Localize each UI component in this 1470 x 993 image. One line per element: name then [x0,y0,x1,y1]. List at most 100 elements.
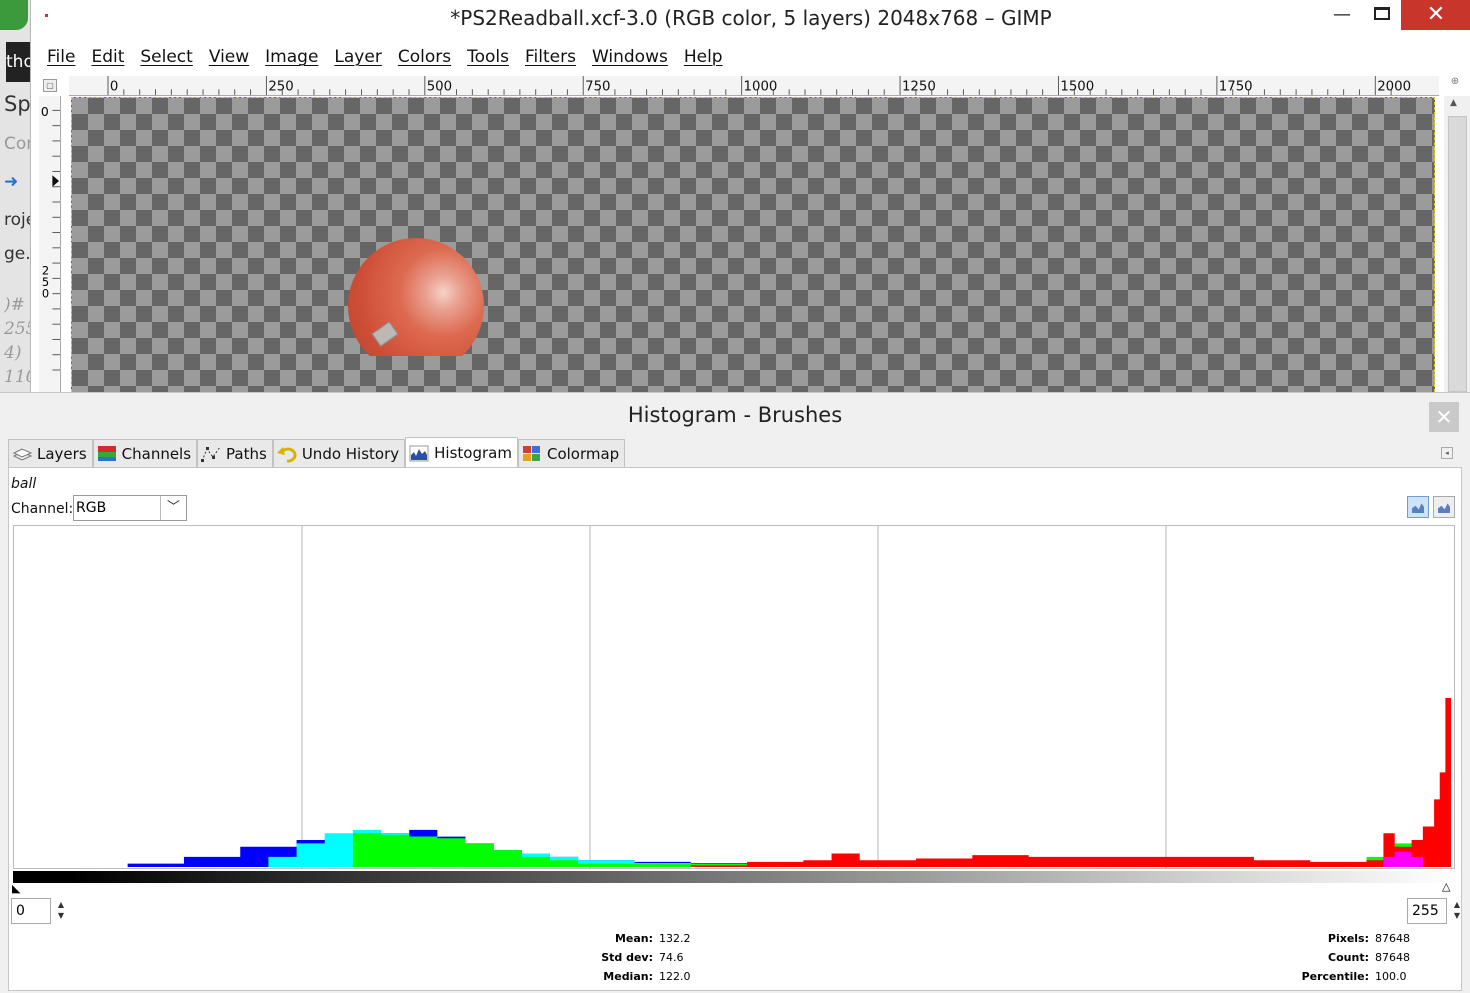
stats-right: Pixels: 87648 Count: 87648 Percentile: 100.… [1295,929,1410,986]
range-end-input[interactable]: 255 ▲ ▼ [1407,898,1460,924]
ruler-h-label: 750 [585,79,610,94]
menu-help[interactable]: Help [683,47,723,67]
horizontal-ruler[interactable]: 0 250 500 750 1000 1250 1500 1750 2000 [69,76,1439,96]
histogram-series [1366,851,1452,868]
median-label: Median: [603,970,653,983]
linear-histogram-button[interactable] [1407,496,1429,518]
ball-sphere [348,238,484,356]
ruler-h-label: 2000 [1377,79,1411,94]
window-title: *PS2Readball.xcf-3.0 (RGB color, 5 layer… [450,6,1052,30]
range-start-input[interactable]: 0 ▲ ▼ [11,898,64,924]
histogram-series [690,528,1452,868]
navigate-icon[interactable]: ⊕ [1450,76,1460,87]
maximize-icon [1374,6,1390,20]
menu-view[interactable]: View [208,47,250,67]
menu-colors[interactable]: Colors [397,47,452,67]
menu-tools[interactable]: Tools [467,47,509,67]
bg-fragment: Sp [4,92,30,116]
ruler-v-label: 5 [42,275,49,289]
tab-channels[interactable]: Channels [92,439,198,467]
active-layer-name: ball [11,476,37,492]
layers-icon [12,447,33,461]
ruler-v-label: 2 [42,264,49,278]
spin-arrows-icon[interactable]: ▲ ▼ [57,900,64,920]
dock-tabs: Layers Channels Paths Undo History Histo… [8,437,626,467]
menu-windows[interactable]: Windows [591,47,668,67]
pixels-value: 87648 [1375,932,1410,945]
ruler-h-label: 250 [268,79,293,94]
tab-label: Paths [226,444,267,463]
bg-fragment: ge. [4,244,30,264]
percentile-label: Percentile: [1301,970,1369,983]
channel-value: RGB [76,500,107,516]
ruler-v-label: 0 [41,104,49,119]
menu-file[interactable]: File [47,47,76,67]
tab-undo-history[interactable]: Undo History [272,439,406,467]
red-ball-image [348,238,484,356]
range-start-value: 0 [16,903,25,919]
undo-history-icon [276,446,297,463]
title-bar: *PS2Readball.xcf-3.0 (RGB color, 5 layer… [31,0,1470,42]
tab-layers[interactable]: Layers [8,439,93,467]
vertical-ruler[interactable]: 0 2 5 0 [39,96,61,392]
spin-arrows-icon[interactable]: ▲ ▼ [1453,900,1460,920]
pixels-label: Pixels: [1327,932,1369,945]
vertical-scrollbar[interactable]: ▲ [1444,96,1470,392]
scrollbar-thumb[interactable] [1448,116,1467,392]
mean-value: 132.2 [659,932,691,945]
linear-scale-icon [1412,503,1424,513]
tab-colormap[interactable]: Colormap [517,439,626,467]
log-scale-icon [1438,503,1450,513]
menu-edit[interactable]: Edit [91,47,125,67]
bg-fragment: Cor [4,134,30,154]
count-value: 87648 [1375,951,1410,964]
range-end-marker-icon[interactable]: △ [1442,880,1451,893]
bg-fragment: tho [6,42,30,82]
minimize-button[interactable]: — [1333,4,1351,25]
maximize-button[interactable] [1359,0,1405,30]
stats-left: Mean: 132.2 Std dev: 74.6 Median: 122.0 [579,929,691,986]
quick-mask-toggle-icon[interactable]: ▢ [43,79,57,92]
background-window-strip: tho Sp Cor ➜ roje ge. )# 255 4) 110 [0,0,30,392]
pointer-marker-icon [52,175,60,187]
menu-select[interactable]: Select [140,47,193,67]
ruler-h-label: 1250 [902,79,936,94]
menu-image[interactable]: Image [265,47,319,67]
channels-icon [97,445,116,461]
app-icon [0,0,28,30]
menu-bar: File Edit Select View Image Layer Colors… [39,44,731,72]
ruler-h-label: 500 [427,79,452,94]
colormap-icon [522,445,540,461]
tab-label: Undo History [301,444,400,463]
ruler-v-label: 0 [42,286,49,300]
close-button[interactable]: ✕ [1401,0,1470,30]
tab-histogram[interactable]: Histogram [405,437,518,467]
gimp-image-window: *PS2Readball.xcf-3.0 (RGB color, 5 layer… [30,0,1470,392]
bg-fragment: roje [4,210,30,230]
bg-fragment: 255 [4,319,30,339]
histogram-icon [409,445,429,461]
image-canvas[interactable] [71,97,1435,392]
range-end-value: 255 [1412,903,1439,919]
value-gradient-bar[interactable] [13,871,1453,883]
tab-label: Histogram [434,443,512,462]
histogram-chart[interactable] [13,525,1455,869]
tab-paths[interactable]: Paths [197,439,273,467]
arrow-icon: ➜ [4,172,19,192]
range-start-marker-icon[interactable]: ◣ [12,882,21,895]
ruler-h-label: 0 [110,79,118,94]
ruler-h-label: 1500 [1060,79,1094,94]
scroll-up-icon[interactable]: ▲ [1450,98,1457,108]
menu-layer[interactable]: Layer [334,47,382,67]
log-histogram-button[interactable] [1433,496,1455,518]
window-icon [45,14,48,17]
tab-menu-icon[interactable]: ◂ [1441,447,1453,459]
paths-icon [201,446,221,462]
dock-close-button[interactable]: ✕ [1429,402,1459,432]
menu-filters[interactable]: Filters [524,47,576,67]
mean-label: Mean: [614,932,653,945]
median-value: 122.0 [659,970,691,983]
histogram-panel: ball Channel: RGB ﹀ ◣ △ 0 ▲ ▼ 255 ▲ ▼ [8,467,1462,991]
channel-select[interactable]: RGB ﹀ [73,495,187,521]
